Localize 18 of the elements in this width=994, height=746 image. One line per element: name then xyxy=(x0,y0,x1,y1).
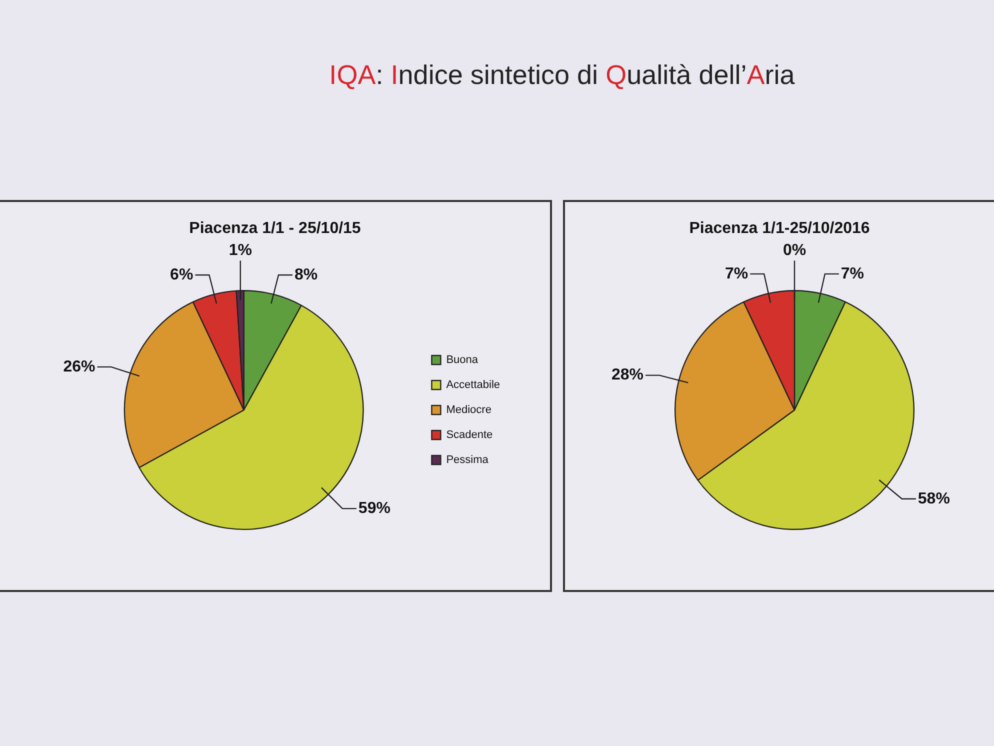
data-label: 59% xyxy=(358,500,390,517)
data-label: 1% xyxy=(228,242,252,260)
legend-label: Scadente xyxy=(446,429,493,442)
data-label: 6% xyxy=(170,266,194,284)
data-label: 8% xyxy=(294,266,318,284)
chart-title: Piacenza 1/1 - 25/10/15 xyxy=(188,220,362,238)
legend-label: Pessima xyxy=(446,454,490,466)
data-label: 58% xyxy=(918,490,950,508)
text: 0% xyxy=(782,242,806,260)
chart-title: Piacenza 1/1-25/10/2016 xyxy=(688,220,871,238)
legend-label: Accettabile xyxy=(446,379,500,392)
legend-label: Mediocre xyxy=(446,404,492,416)
data-label: 26% xyxy=(63,358,96,376)
legend-label: Buona xyxy=(446,354,479,366)
data-label: 7% xyxy=(724,265,748,282)
chart-title: IQA: Indice sintetico di Qualità dell’Aria xyxy=(329,60,795,90)
data-label: 7% xyxy=(840,265,864,282)
data-label: 28% xyxy=(611,366,644,384)
